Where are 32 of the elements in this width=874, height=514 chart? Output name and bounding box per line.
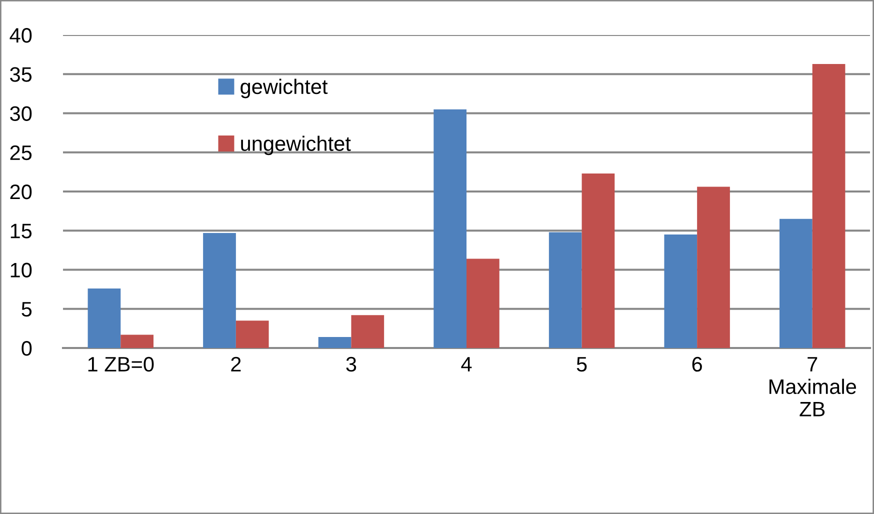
- bar: [120, 334, 154, 348]
- bar: [203, 232, 236, 348]
- y-tick-label: 25: [10, 145, 32, 160]
- bar: [780, 218, 812, 348]
- bar: [236, 320, 269, 348]
- x-tick-label: 2: [231, 356, 241, 372]
- bar: [434, 109, 466, 348]
- bar: [812, 64, 846, 348]
- bar: [582, 174, 615, 348]
- y-tick-label: 10: [10, 262, 32, 278]
- x-tick-label: 7 Maximale ZB: [769, 357, 856, 416]
- bar: [548, 232, 582, 348]
- y-tick-label: 35: [10, 67, 32, 82]
- bar: [697, 186, 730, 348]
- y-tick-label: 0: [22, 341, 32, 356]
- x-tick-label: 3: [346, 356, 356, 372]
- x-tick-label: 5: [576, 357, 587, 372]
- bar: [88, 288, 121, 348]
- x-tick-label: 1 ZB=0: [88, 356, 154, 372]
- x-tick-label: 6: [692, 356, 702, 372]
- bar: [351, 315, 384, 348]
- y-tick-label: 30: [10, 106, 32, 122]
- bar: [318, 337, 352, 348]
- legend-label: ungewichtet: [241, 136, 351, 156]
- x-tick-label: 4: [461, 357, 472, 372]
- legend-label: gewichtet: [240, 78, 328, 98]
- bar: [664, 234, 698, 348]
- y-tick-label: 15: [10, 224, 32, 238]
- y-tick-label: 40: [10, 28, 32, 43]
- bar: [466, 258, 500, 348]
- y-tick-label: 5: [22, 302, 32, 317]
- y-tick-label: 20: [10, 184, 32, 200]
